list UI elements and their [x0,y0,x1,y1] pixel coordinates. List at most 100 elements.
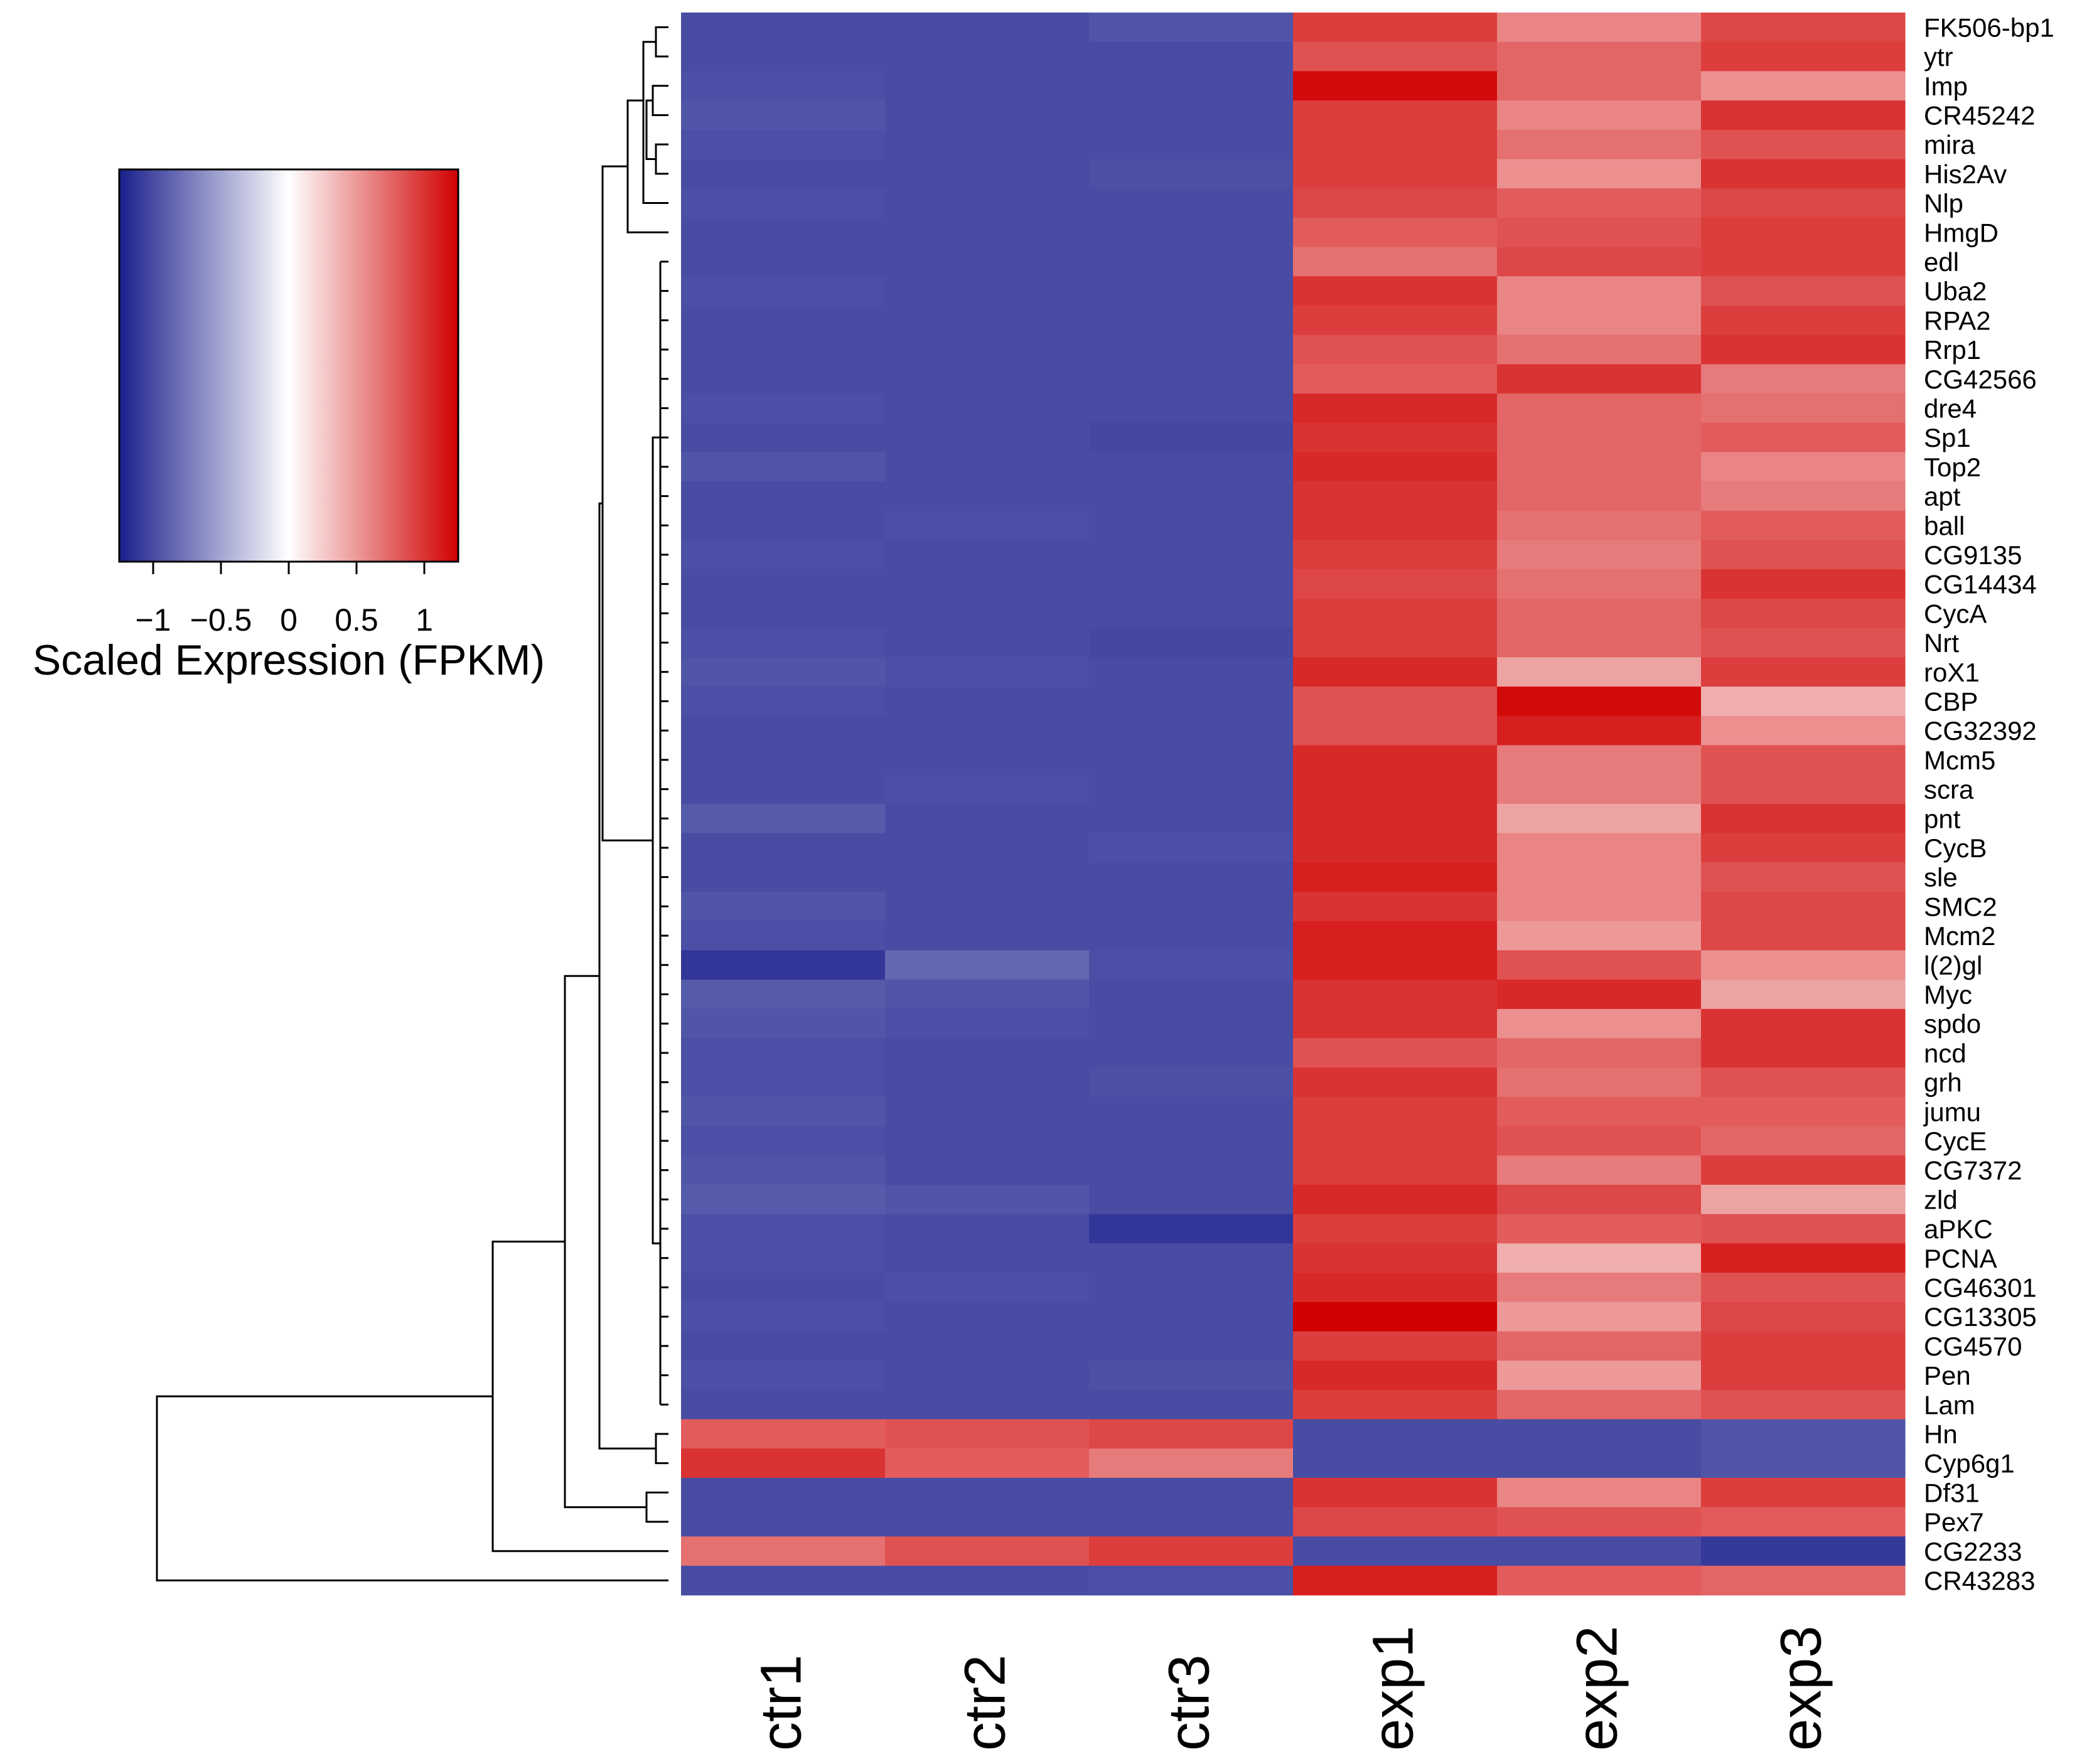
heatmap-cell [1701,1536,1906,1566]
heatmap-cell [885,364,1090,394]
heatmap-cell [681,276,886,306]
heatmap-cell [885,715,1090,746]
heatmap-cell [1701,1126,1906,1156]
heatmap-cell [1701,921,1906,951]
heatmap-cell [1293,1008,1498,1039]
heatmap-cell [1089,1214,1294,1244]
heatmap-cell [1293,687,1498,717]
heatmap-cell [1497,159,1702,189]
heatmap-cell [1089,1155,1294,1185]
row-label: CycB [1924,833,1987,863]
heatmap-cell [1089,71,1294,101]
row-label: Df31 [1924,1478,1980,1507]
heatmap-cell [681,364,886,394]
dendrogram-branch [655,143,668,175]
heatmap-cell [1701,687,1906,717]
heatmap-cell [1089,1008,1294,1039]
heatmap-cell [681,950,886,980]
heatmap-cell [681,334,886,365]
heatmap-cell [1701,833,1906,863]
legend-tick-label: 0.5 [335,602,378,638]
row-label: spdo [1924,1009,1981,1039]
heatmap-cell [681,628,886,658]
heatmap-cell [885,1273,1090,1303]
heatmap-cell [1497,393,1702,424]
row-label: FK506-bp1 [1924,13,2054,42]
heatmap-cell [1497,628,1702,658]
color-legend-ticks: −1 −0.5 0 0.5 1 [135,562,433,638]
heatmap-cell [1701,13,1906,43]
row-label: Pen [1924,1361,1971,1391]
heatmap-cell [681,745,886,775]
heatmap-cell [1497,599,1702,629]
heatmap-cell [1701,1067,1906,1098]
heatmap-cell [1089,774,1294,804]
row-label: CycA [1924,599,1987,628]
heatmap-cell [885,862,1090,892]
heatmap-cell [1293,1126,1498,1156]
heatmap-cell [681,921,886,951]
heatmap-cell [885,657,1090,687]
row-label: l(2)gl [1924,951,1982,980]
row-label: CG42566 [1924,365,2037,394]
row-label: Top2 [1924,452,1981,482]
heatmap-cell [681,1126,886,1156]
heatmap-cell [1497,1126,1702,1156]
heatmap-cell [1497,481,1702,511]
heatmap-cell [1701,1155,1906,1185]
heatmap-cell [1293,217,1498,248]
dendrogram-branch [564,975,647,1509]
heatmap-cell [885,217,1090,248]
heatmap-cell [1701,599,1906,629]
heatmap-cell [1497,950,1702,980]
dendrogram-branch [655,26,668,58]
row-label: dre4 [1924,394,1977,424]
heatmap-cell [1089,41,1294,72]
heatmap-cell [681,833,886,863]
heatmap-cell [681,1566,886,1596]
row-label: grh [1924,1068,1962,1098]
heatmap-cell [681,1389,886,1420]
row-label: SMC2 [1924,892,1997,921]
heatmap-cell [1089,687,1294,717]
heatmap-cell [1293,628,1498,658]
heatmap-cell [1089,1507,1294,1537]
row-label: Imp [1924,72,1968,101]
heatmap-cell [1701,306,1906,336]
heatmap-cell [1497,1419,1702,1449]
dendrogram-branch [598,502,656,1450]
dendrogram-branch [652,436,660,1244]
row-label: CG4570 [1924,1332,2022,1361]
heatmap-cell [1293,1478,1498,1508]
heatmap-cell [1293,950,1498,980]
heatmap-cell [1089,1243,1294,1273]
heatmap-cell [1497,833,1702,863]
heatmap-cell [1497,657,1702,687]
row-label: aPKC [1924,1214,1993,1244]
row-label: Myc [1924,980,1972,1010]
heatmap-cell [1089,276,1294,306]
heatmap-cell [681,1038,886,1068]
heatmap-cell [681,1478,886,1508]
heatmap-cell [1497,540,1702,570]
heatmap-cell [885,13,1090,43]
heatmap-cell [885,129,1090,160]
heatmap-cell [1293,247,1498,277]
row-label: Mcm5 [1924,746,1995,775]
heatmap-cell [1497,892,1702,922]
heatmap-cell [885,1536,1090,1566]
heatmap-cell [885,1389,1090,1420]
heatmap-cell [1497,247,1702,277]
heatmap-cell [1497,364,1702,394]
heatmap-cell [1293,1067,1498,1098]
heatmap-cell [1089,1566,1294,1596]
heatmap-cell [1293,1096,1498,1127]
heatmap-cell [1701,1008,1906,1039]
heatmap-cell [1497,687,1702,717]
heatmap-cell [1701,540,1906,570]
row-label: zld [1924,1185,1958,1214]
row-label: Hn [1924,1419,1958,1449]
heatmap-cell [1293,1389,1498,1420]
heatmap-cell [1497,422,1702,453]
heatmap-cell [1497,715,1702,746]
